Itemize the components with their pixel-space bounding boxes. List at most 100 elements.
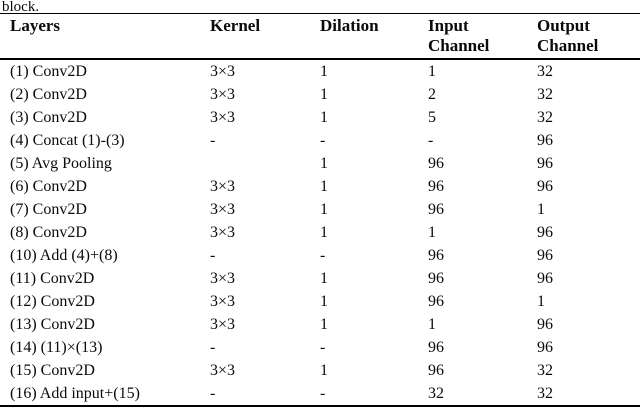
table-cell: (3) Conv2D: [10, 109, 87, 126]
table-cell: 3×3: [210, 293, 236, 310]
table-row: (5) Avg Pooling 1 96 96: [0, 152, 640, 175]
table-cell: (15) Conv2D: [10, 362, 95, 379]
table-row: (4) Concat (1)-(3) - - - 96: [0, 129, 640, 152]
table-cell: (2) Conv2D: [10, 86, 87, 103]
table-row: (2) Conv2D 3×3 1 2 32: [0, 83, 640, 106]
table-cell: 1: [320, 63, 328, 80]
table-row: (8) Conv2D 3×3 1 1 96: [0, 221, 640, 244]
column-header-line1: Dilation: [320, 16, 379, 35]
table-cell: 32: [537, 362, 553, 379]
column-header-line1: Kernel: [210, 16, 261, 35]
column-header: Input Channel: [428, 16, 537, 56]
table-cell: 3×3: [210, 316, 236, 333]
column-header-line1: Input: [428, 16, 469, 35]
table-cell: 32: [537, 109, 553, 126]
table-cell: 1: [320, 362, 328, 379]
table-cell: 1: [320, 86, 328, 103]
table-row: (13) Conv2D 3×3 1 1 96: [0, 313, 640, 336]
table-row: (12) Conv2D 3×3 1 96 1: [0, 290, 640, 313]
column-header: Layers: [10, 16, 210, 56]
table-cell: 3×3: [210, 178, 236, 195]
table-row: (14) (11)×(13) - - 96 96: [0, 336, 640, 359]
column-header-line1: Layers: [10, 16, 61, 35]
column-header: Dilation: [320, 16, 428, 56]
table-row: (11) Conv2D 3×3 1 96 96: [0, 267, 640, 290]
table-cell: (10) Add (4)+(8): [10, 247, 118, 264]
table-cell: 1: [320, 224, 328, 241]
table-row: (16) Add input+(15) - - 32 32: [0, 382, 640, 405]
table-cell: 1: [320, 293, 328, 310]
table-cell: 96: [428, 339, 444, 356]
table-cell: 96: [537, 224, 553, 241]
column-header-line1: Output: [537, 16, 590, 35]
table-cell: (5) Avg Pooling: [10, 155, 112, 172]
table-cell: (1) Conv2D: [10, 63, 87, 80]
table-cell: 96: [537, 316, 553, 333]
table-row: (1) Conv2D 3×3 1 1 32: [0, 60, 640, 83]
table-cell: (6) Conv2D: [10, 178, 87, 195]
table-header-row: Layers Kernel Dilation Input Channel Output Ch…: [0, 14, 640, 60]
table-cell: -: [320, 385, 326, 402]
table-cell: 96: [428, 201, 444, 218]
table-cell: 1: [320, 155, 328, 172]
table-cell: 3×3: [210, 362, 236, 379]
column-header: Output Channel: [537, 16, 640, 56]
table-cell: (7) Conv2D: [10, 201, 87, 218]
table-cell: 5: [428, 109, 436, 126]
table-cell: (4) Concat (1)-(3): [10, 132, 125, 149]
table-row: (3) Conv2D 3×3 1 5 32: [0, 106, 640, 129]
table-cell: 3×3: [210, 270, 236, 287]
column-header-line2: Channel: [537, 36, 599, 55]
table-cell: 96: [428, 362, 444, 379]
table-cell: 1: [320, 201, 328, 218]
table-cell: 1: [320, 178, 328, 195]
column-header: Kernel: [210, 16, 320, 56]
table-body: (1) Conv2D 3×3 1 1 32 (2) Conv2D 3×3 1 2 32 (3) Co…: [0, 60, 640, 405]
table-cell: 96: [428, 270, 444, 287]
table-cell: 96: [537, 247, 553, 264]
table-cell: 96: [428, 247, 444, 264]
table-cell: -: [210, 247, 216, 264]
table-cell: 96: [537, 132, 553, 149]
table-cell: (13) Conv2D: [10, 316, 95, 333]
table-cell: -: [210, 132, 216, 149]
table-cell: 32: [537, 63, 553, 80]
table-cell: -: [210, 385, 216, 402]
table-cell: (14) (11)×(13): [10, 339, 103, 356]
table-caption-fragment: block.: [2, 0, 40, 13]
table-cell: [210, 152, 320, 175]
table-cell: (8) Conv2D: [10, 224, 87, 241]
table-cell: 96: [428, 178, 444, 195]
table-cell: 96: [537, 155, 553, 172]
table-cell: 32: [537, 385, 553, 402]
table-cell: -: [428, 132, 434, 149]
table-cell: 3×3: [210, 86, 236, 103]
table-cell: 1: [320, 270, 328, 287]
table-cell: 3×3: [210, 224, 236, 241]
table-cell: (11) Conv2D: [10, 270, 95, 287]
table-cell: 1: [428, 224, 436, 241]
table-cell: 96: [428, 155, 444, 172]
table-cell: 1: [537, 293, 545, 310]
table-cell: 3×3: [210, 63, 236, 80]
table-cell: 1: [428, 63, 436, 80]
table-row: (10) Add (4)+(8) - - 96 96: [0, 244, 640, 267]
table-cell: -: [320, 339, 326, 356]
table-cell: 96: [537, 178, 553, 195]
table-cell: (12) Conv2D: [10, 293, 95, 310]
table-cell: -: [320, 132, 326, 149]
table-cell: 96: [428, 293, 444, 310]
table-row: (7) Conv2D 3×3 1 96 1: [0, 198, 640, 221]
table-cell: 96: [537, 339, 553, 356]
table-cell: -: [320, 247, 326, 264]
table-row: (6) Conv2D 3×3 1 96 96: [0, 175, 640, 198]
column-header-line2: Channel: [428, 36, 490, 55]
table-cell: 3×3: [210, 201, 236, 218]
table-cell: -: [210, 339, 216, 356]
table-cell: (16) Add input+(15): [10, 385, 140, 402]
table-row: (15) Conv2D 3×3 1 96 32: [0, 359, 640, 382]
table-cell: 1: [320, 316, 328, 333]
table-cell: 1: [428, 316, 436, 333]
table-cell: 32: [537, 86, 553, 103]
